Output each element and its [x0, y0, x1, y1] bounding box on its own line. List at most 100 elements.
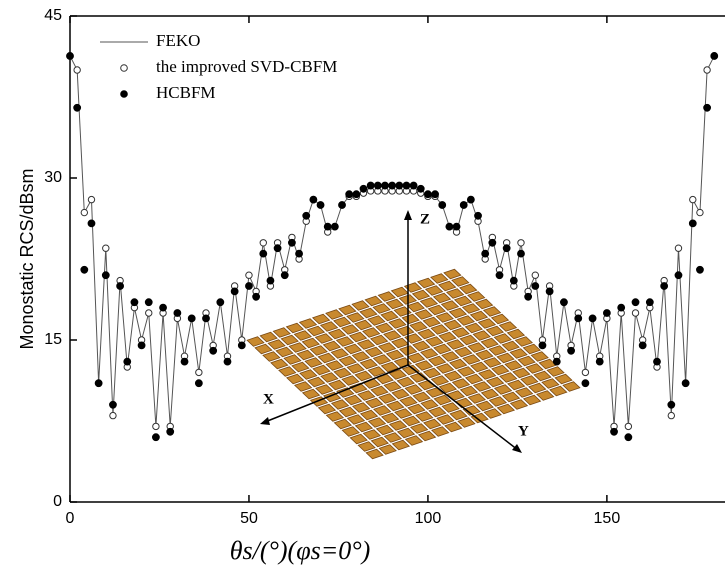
legend-marker [120, 90, 128, 98]
array-cell [461, 303, 481, 314]
filled-marker [595, 357, 604, 366]
array-cell [457, 417, 476, 428]
open-marker [703, 66, 711, 74]
array-cell [335, 336, 355, 347]
array-cell [430, 273, 449, 284]
array-cell [341, 426, 360, 437]
array-cell [383, 330, 402, 341]
open-marker [80, 208, 89, 217]
array-cell [441, 402, 460, 413]
array-cell [414, 309, 433, 320]
array-cell [391, 388, 410, 400]
array-cell [377, 291, 396, 302]
filled-marker [703, 103, 712, 112]
filled-marker [223, 357, 232, 366]
array-cell [549, 385, 568, 397]
filled-marker [330, 222, 339, 231]
array-cell [383, 381, 402, 392]
filled-marker [416, 184, 425, 193]
array-cell [351, 300, 370, 311]
array-cell [293, 381, 313, 392]
array-cell [496, 403, 516, 415]
filled-marker [538, 341, 547, 350]
array-cell [419, 297, 439, 308]
array-cell [404, 384, 423, 395]
filled-marker [388, 181, 397, 190]
array-cell [364, 295, 383, 307]
array-cell [446, 339, 465, 350]
array-cell [367, 315, 386, 326]
array-cell [456, 315, 476, 326]
array-cell [454, 346, 473, 358]
array-cell [333, 316, 352, 328]
array-cell [464, 322, 483, 334]
array-cell [270, 358, 289, 370]
array-cell [317, 352, 336, 364]
array-cell [393, 306, 412, 317]
filled-marker [638, 341, 647, 350]
filled-marker [495, 271, 504, 280]
filled-marker [180, 357, 189, 366]
array-cell [388, 420, 408, 431]
array-cell [304, 357, 323, 368]
array-cell [385, 298, 404, 310]
array-cell [311, 313, 331, 325]
array-cell [372, 303, 391, 314]
array-cell [428, 406, 447, 418]
array-cell [383, 432, 403, 443]
array-cell [445, 288, 465, 299]
array-cell [528, 382, 547, 394]
array-cell [391, 439, 411, 451]
x-tick-label: 100 [415, 510, 442, 527]
array-cell [424, 285, 444, 296]
array-cell [412, 391, 431, 403]
filled-marker [402, 181, 411, 190]
array-cell [425, 387, 444, 398]
array-cell [280, 334, 299, 346]
array-cell [470, 361, 489, 373]
filled-marker [552, 357, 561, 366]
array-cell [483, 408, 502, 419]
filled-marker [481, 249, 490, 258]
filled-marker [323, 222, 332, 231]
array-cell [344, 394, 363, 406]
open-marker [689, 195, 697, 204]
array-cell [388, 318, 407, 329]
filled-marker [466, 195, 475, 204]
filled-marker [581, 379, 590, 388]
array-cell [509, 399, 529, 410]
array-cell [427, 355, 447, 367]
array-cell [440, 300, 460, 311]
array-cell [441, 351, 460, 362]
array-cell [501, 391, 521, 403]
array-cell [367, 366, 386, 377]
filled-marker [366, 181, 375, 190]
array-cell [362, 429, 382, 440]
array-cell [470, 412, 489, 424]
array-cell [501, 340, 520, 352]
filled-marker [252, 292, 261, 301]
filled-marker [101, 271, 110, 280]
array-cell [433, 343, 452, 355]
array-cell [401, 313, 420, 325]
array-cell [390, 286, 410, 298]
filled-marker [259, 249, 268, 258]
inset-label: Z [420, 211, 430, 227]
array-cell [346, 363, 365, 374]
array-cell [467, 342, 486, 353]
array-cell [396, 325, 415, 337]
array-cell [373, 405, 392, 416]
array-cell [504, 360, 523, 371]
array-cell [291, 361, 310, 373]
filled-marker [80, 265, 89, 274]
array-cell [533, 370, 552, 382]
array-cell [338, 406, 358, 418]
array-cell [288, 342, 307, 353]
array-cell [380, 412, 400, 424]
array-cell [378, 393, 397, 404]
open-marker [581, 368, 590, 377]
array-cell [369, 334, 389, 346]
filled-marker [159, 303, 167, 312]
array-cell [427, 304, 447, 316]
